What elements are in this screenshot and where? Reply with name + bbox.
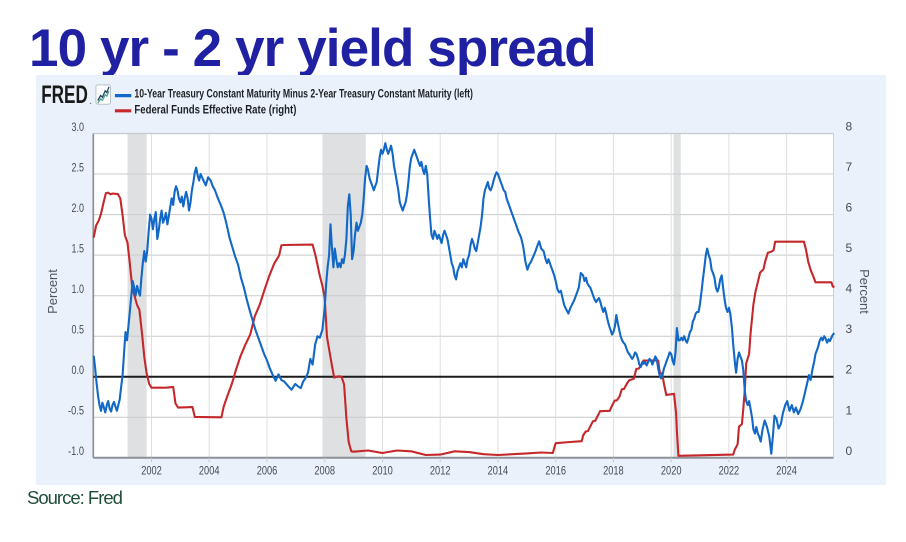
svg-text:6: 6 [846, 201, 853, 215]
svg-text:3.0: 3.0 [72, 120, 85, 134]
svg-text:-1.0: -1.0 [68, 444, 84, 458]
svg-text:1.5: 1.5 [72, 242, 85, 256]
svg-text:5: 5 [846, 241, 853, 255]
svg-text:2018: 2018 [603, 464, 624, 478]
svg-text:2004: 2004 [199, 464, 220, 478]
svg-text:8: 8 [846, 120, 853, 134]
svg-text:7: 7 [846, 160, 853, 174]
svg-text:Percent: Percent [45, 269, 60, 314]
svg-text:1: 1 [846, 403, 853, 417]
svg-text:2022: 2022 [719, 464, 740, 478]
svg-text:3: 3 [846, 322, 853, 336]
svg-text:0.0: 0.0 [72, 363, 85, 377]
svg-text:2024: 2024 [776, 464, 797, 478]
svg-text:Federal Funds Effective Rate (: Federal Funds Effective Rate (right) [134, 103, 296, 117]
svg-text:FRED: FRED [41, 81, 88, 109]
svg-text:1.0: 1.0 [72, 282, 85, 296]
svg-text:2010: 2010 [372, 464, 393, 478]
svg-text:Percent: Percent [857, 269, 872, 314]
svg-text:2016: 2016 [545, 464, 566, 478]
svg-text:4: 4 [846, 282, 853, 296]
svg-text:2.5: 2.5 [72, 160, 85, 174]
svg-text:0: 0 [846, 444, 853, 458]
svg-text:-0.5: -0.5 [68, 404, 84, 418]
svg-text:2020: 2020 [661, 464, 682, 478]
svg-text:2014: 2014 [488, 464, 509, 478]
svg-text:2002: 2002 [141, 464, 162, 478]
svg-text:0.5: 0.5 [72, 323, 85, 337]
svg-text:2.0: 2.0 [72, 201, 85, 215]
svg-text:10-Year Treasury Constant Matu: 10-Year Treasury Constant Maturity Minus… [134, 87, 473, 101]
svg-text:2008: 2008 [314, 464, 335, 478]
svg-text:2012: 2012 [430, 464, 451, 478]
svg-text:2006: 2006 [257, 464, 278, 478]
svg-text:2: 2 [846, 363, 853, 377]
